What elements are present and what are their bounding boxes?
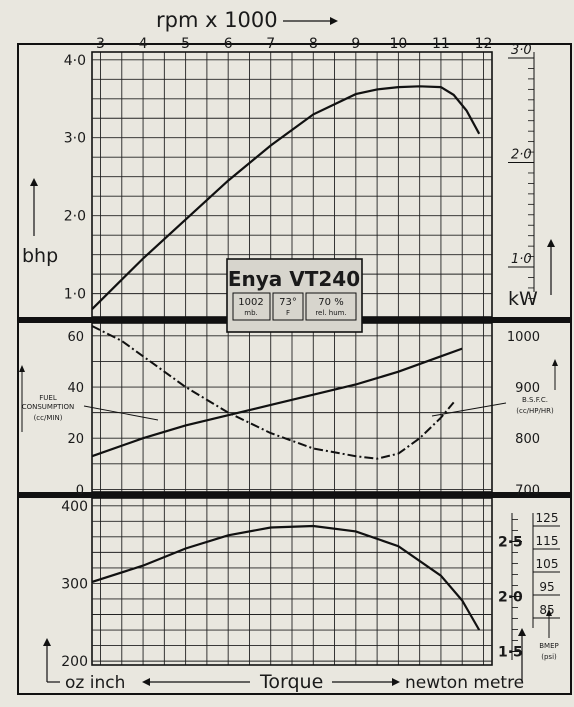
bhp-tick-label: 4·0: [64, 53, 86, 69]
nm-tick-label: 2·5: [498, 534, 523, 550]
bmep-tick-label: 105: [536, 557, 559, 571]
kw-tick-label: 3·0: [511, 43, 532, 58]
rpm-tick-label: 9: [351, 36, 360, 52]
bmep-arrow-head: [546, 609, 552, 616]
nm-tick-label: 1·5: [498, 644, 523, 660]
newton-arrow-head: [518, 628, 526, 636]
humidity-cell: [305, 292, 357, 321]
bsfc-label-line-1: B.S.F.C.: [522, 396, 548, 404]
rpm-arrow-head: [330, 17, 338, 25]
rpm-tick-label: 10: [389, 36, 407, 52]
kw-label: kW: [508, 288, 538, 310]
pressure-cell: [232, 292, 271, 321]
bsfc-label-line-2: (cc/HP/HR): [516, 407, 554, 415]
bhp-tick-label: 3·0: [64, 131, 86, 147]
bhp-curve: [91, 85, 481, 310]
fuel-tick-label: 0: [76, 483, 84, 498]
bmep-label-line-1: BMEP: [539, 642, 559, 650]
kw-tick-label: 1·0: [511, 252, 532, 267]
humidity-unit: rel. hum.: [315, 309, 346, 317]
temperature-unit: F: [286, 309, 290, 317]
pressure-unit: mb.: [244, 309, 258, 317]
fuel-consumption-label: FUEL CONSUMPTION (cc/MIN): [22, 394, 75, 422]
nm-tick-label: 2·0: [498, 589, 523, 605]
fuel-label-line-1: FUEL: [39, 394, 57, 402]
bsfc-curve: [91, 325, 455, 460]
bsfc-label: B.S.F.C. (cc/HP/HR): [516, 396, 554, 415]
footer-torque: Torque: [259, 671, 323, 693]
temperature-value: 73°: [279, 297, 297, 308]
kw-arrow-head: [547, 239, 555, 247]
fuel-tick-label: 60: [67, 330, 84, 345]
engine-info-box: Enya VT240 1002 mb. 73° F 70 % rel. hum.: [226, 258, 363, 333]
footer-right-arrow-head: [392, 678, 400, 686]
series-lines: [91, 85, 481, 631]
oz-inch-tick-label: 200: [61, 654, 88, 670]
rpm-tick-label: 4: [139, 36, 148, 52]
bsfc-arrow-head: [552, 359, 558, 366]
rpm-axis-label: rpm x 1000: [156, 8, 278, 32]
oz-inch-tick-label: 400: [61, 499, 88, 515]
bsfc-tick-label: 800: [515, 432, 540, 447]
rpm-tick-label: 11: [432, 36, 450, 52]
torque-curve: [91, 524, 481, 631]
outer-frame: [17, 43, 572, 695]
bmep-label-line-2: (psi): [541, 653, 557, 661]
rpm-tick-label: 5: [181, 36, 190, 52]
kw-tick-label: 2·0: [511, 148, 532, 163]
bhp-tick-label: 1·0: [64, 287, 86, 303]
rpm-tick-label: 8: [309, 36, 318, 52]
rpm-tick-label: 12: [475, 36, 493, 52]
fuel-tick-label: 20: [67, 432, 84, 447]
fuel-consumption-curve: [91, 347, 463, 458]
tick-labels: 3 4 5 6 7 8 9 10 11 12 4·0 3·0 2·0 1·0 3·0 2·0 1·0 60 40 20…: [61, 36, 560, 670]
bhp-arrow-head: [30, 178, 38, 186]
bmep-tick-label: 125: [536, 511, 559, 525]
bmep-tick-label: 95: [539, 580, 554, 594]
fuel-label-line-3: (cc/MIN): [34, 414, 63, 422]
bhp-tick-label: 2·0: [64, 209, 86, 225]
bsfc-tick-label: 700: [515, 483, 540, 498]
rpm-tick-label: 6: [224, 36, 233, 52]
temperature-cell: [272, 292, 304, 321]
bsfc-leader: [431, 402, 507, 417]
fuel-label-line-2: CONSUMPTION: [22, 403, 75, 411]
bmep-tick-label: 115: [536, 534, 559, 548]
pressure-value: 1002: [238, 297, 263, 308]
engine-title: Enya VT240: [228, 267, 360, 291]
fuel-leader: [83, 405, 159, 421]
footer-oz-inch: oz inch: [65, 673, 125, 693]
fuel-tick-label: 40: [67, 381, 84, 396]
rpm-tick-label: 7: [266, 36, 275, 52]
oz-inch-arrow-head: [43, 638, 51, 646]
footer-left-arrow-head: [142, 678, 150, 686]
fuel-arrow-head: [19, 365, 25, 372]
footer-newton-metre: newton metre: [405, 673, 524, 693]
bsfc-tick-label: 1000: [507, 330, 540, 345]
bhp-label: bhp: [22, 245, 58, 267]
oz-inch-tick-label: 300: [61, 576, 88, 592]
rpm-tick-label: 3: [96, 36, 105, 52]
panel-divider-2: [18, 492, 571, 498]
bsfc-tick-label: 900: [515, 381, 540, 396]
humidity-value: 70 %: [318, 297, 343, 308]
